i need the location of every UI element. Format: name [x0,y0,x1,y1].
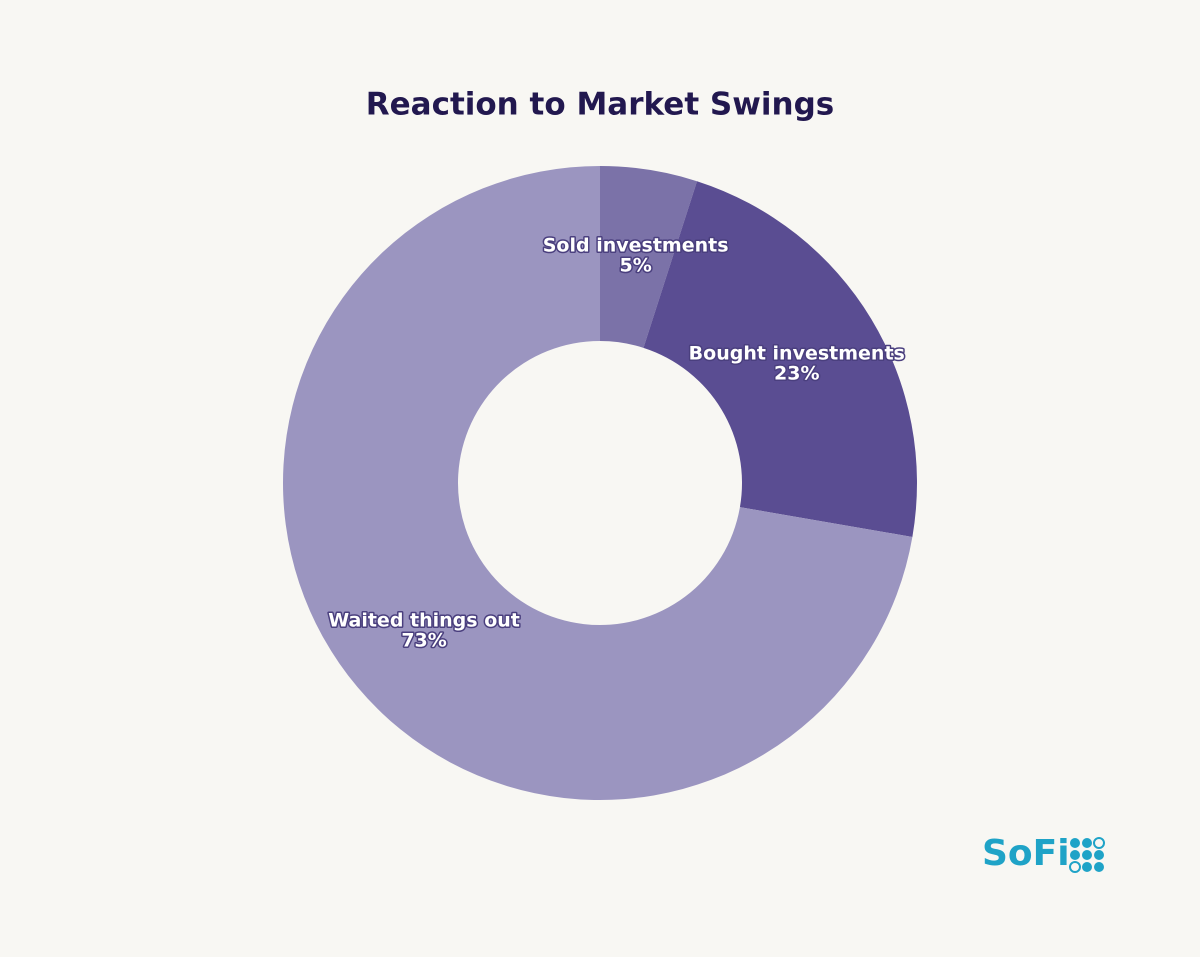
slice-value: 5% [619,254,651,276]
logo: SoFi [982,833,1105,874]
slice-value: 73% [401,630,446,652]
slice-value: 23% [774,362,819,384]
slice-label: Waited things out [328,610,520,632]
slice [600,166,698,348]
slice-label: Bought investments [689,342,905,364]
logo-text: SoFi [982,833,1070,874]
logo-icon [1069,837,1105,873]
slice [643,181,918,537]
slices [283,166,918,800]
slice [283,166,913,800]
slice-label: Sold investments [543,234,729,256]
chart-title: Reaction to Market Swings [366,87,834,123]
